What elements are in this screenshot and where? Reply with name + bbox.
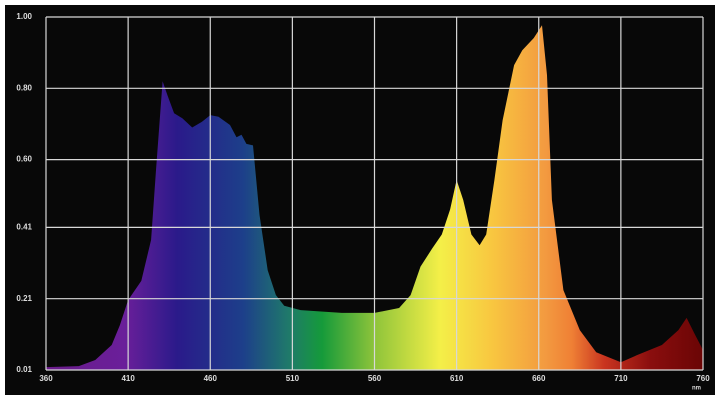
x-tick-label: 760	[696, 374, 710, 383]
x-tick-label: 410	[121, 374, 135, 383]
x-tick-label: 460	[204, 374, 218, 383]
y-tick-label: 0.60	[16, 155, 32, 164]
y-tick-label: 0.41	[16, 222, 32, 231]
x-tick-label: 710	[614, 374, 628, 383]
x-tick-label: 510	[286, 374, 300, 383]
x-tick-label: 560	[368, 374, 382, 383]
x-tick-label: 610	[450, 374, 464, 383]
x-tick-label: 660	[532, 374, 546, 383]
y-tick-label: 0.01	[16, 365, 32, 374]
y-tick-label: 1.00	[16, 12, 32, 21]
x-axis-label: nm	[692, 386, 701, 392]
x-tick-label: 360	[39, 374, 53, 383]
y-tick-label: 0.21	[16, 294, 32, 303]
y-tick-label: 0.80	[16, 83, 32, 92]
